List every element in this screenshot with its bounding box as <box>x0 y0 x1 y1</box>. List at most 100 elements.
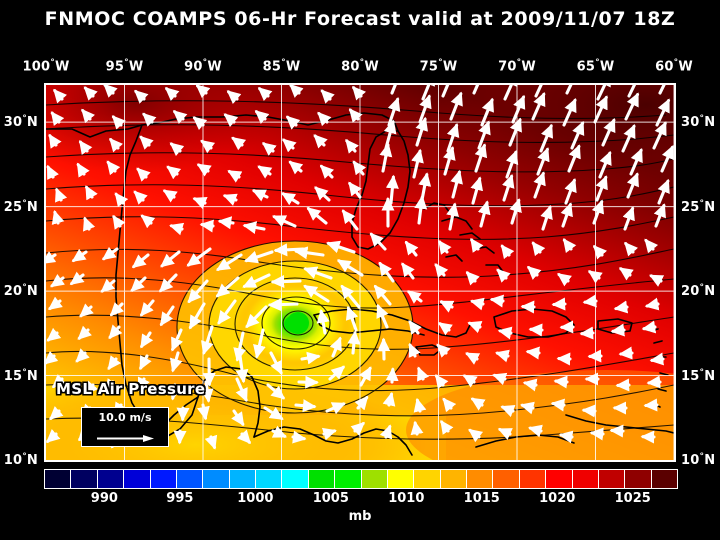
lat-tick-10n-right: 10°N <box>681 451 716 469</box>
wind-vector <box>649 274 665 287</box>
wind-vector <box>622 206 635 231</box>
colorbar-swatch <box>440 470 467 488</box>
wind-vector <box>540 205 553 231</box>
wind-vector <box>469 297 485 311</box>
wind-vector <box>169 222 185 236</box>
wind-vector <box>69 271 85 286</box>
wind-vector <box>520 401 535 415</box>
wind-vector <box>505 149 519 179</box>
wind-vector <box>199 219 215 233</box>
wind-vector <box>467 320 483 334</box>
wind-vector <box>244 250 274 264</box>
colorbar-swatch <box>387 470 415 488</box>
colorbar-unit-label: mb <box>348 509 372 524</box>
wind-vector <box>136 167 151 182</box>
wind-vector <box>217 216 235 230</box>
wind-vector <box>462 374 478 388</box>
wind-vector <box>188 302 206 330</box>
wind-vector <box>465 352 481 365</box>
colorbar[interactable] <box>44 469 678 489</box>
wind-vector <box>531 241 546 257</box>
wind-vector <box>649 352 665 366</box>
lon-tick-80w: 80°W <box>341 58 379 75</box>
wind-vector <box>166 165 182 180</box>
wind-vector <box>446 202 459 231</box>
wind-vector <box>539 123 554 153</box>
colorbar-swatch <box>203 470 230 488</box>
wind-vector <box>159 305 175 327</box>
wind-vector <box>526 265 542 280</box>
wind-vector <box>587 270 603 284</box>
colorbar-swatch <box>493 470 520 488</box>
wind-vector <box>443 146 456 176</box>
wind-vector <box>652 121 667 150</box>
wind-vector <box>272 215 297 228</box>
wind-vector <box>531 92 546 121</box>
wind-vector <box>233 331 247 362</box>
lat-tick-10n-left: 10°N <box>3 451 38 469</box>
wind-vector <box>160 250 181 268</box>
wind-vector <box>450 169 463 199</box>
wind-vector <box>525 346 541 360</box>
wind-vector <box>470 176 483 205</box>
colorbar-swatch <box>546 470 573 488</box>
wind-vector <box>562 238 577 254</box>
lat-tick-30n-left: 30°N <box>3 113 38 131</box>
wind-vector <box>77 325 92 340</box>
wind-vector <box>253 328 266 359</box>
wind-vector <box>140 331 154 349</box>
wind-vector <box>106 160 121 176</box>
wind-vector <box>658 85 666 95</box>
wind-vector <box>501 173 515 202</box>
lat-tick-20n-left: 20°N <box>3 282 38 300</box>
wind-vector <box>314 186 331 202</box>
colorbar-swatch <box>308 470 336 488</box>
wind-vector <box>414 195 428 225</box>
wind-vector <box>46 164 59 180</box>
wind-vector <box>378 261 395 283</box>
wind-vector <box>369 232 387 251</box>
wind-vector <box>643 398 659 412</box>
colorbar-tick-1020: 1020 <box>539 491 576 506</box>
wind-vector <box>78 140 93 155</box>
wind-vector <box>440 419 454 435</box>
wind-vector <box>300 351 321 365</box>
wind-vector <box>644 238 659 254</box>
wind-vector <box>500 404 516 418</box>
wind-vector <box>641 320 657 334</box>
wind-vector <box>235 354 249 384</box>
wind-vector <box>657 178 670 205</box>
wind-vector <box>254 110 270 125</box>
wind-vector <box>553 375 569 389</box>
wind-vector <box>629 148 643 176</box>
wind-vector <box>348 108 363 123</box>
wind-vector <box>109 302 125 317</box>
wind-vector <box>291 430 307 444</box>
colorbar-swatch <box>176 470 204 488</box>
wind-vector <box>536 147 550 176</box>
wind-vector <box>438 239 452 255</box>
wind-vector <box>109 137 124 153</box>
map-plot-area[interactable]: MSL Air Pressure 10.0 m/s <box>44 83 676 462</box>
wind-vector <box>379 424 393 440</box>
vector-scale-value: 10.0 m/s <box>98 411 152 424</box>
wind-vector <box>293 246 325 260</box>
wind-vector <box>282 138 297 153</box>
wind-vector <box>411 148 424 179</box>
wind-vector <box>406 290 423 304</box>
lat-tick-20n-right: 20°N <box>681 282 716 300</box>
wind-vector <box>200 139 216 154</box>
wind-vector <box>500 244 515 260</box>
wind-vector <box>55 187 68 203</box>
wind-vector <box>410 420 424 436</box>
wind-vector <box>112 214 126 230</box>
colorbar-swatch <box>572 470 599 488</box>
wind-vector <box>434 263 449 278</box>
wind-vector <box>557 273 572 287</box>
wind-vector <box>48 133 62 149</box>
wind-vector <box>85 185 98 201</box>
wind-vector <box>359 366 372 387</box>
wind-vector <box>201 325 214 356</box>
colorbar-tick-1005: 1005 <box>312 491 349 506</box>
lat-tick-25n-left: 25°N <box>3 198 38 215</box>
